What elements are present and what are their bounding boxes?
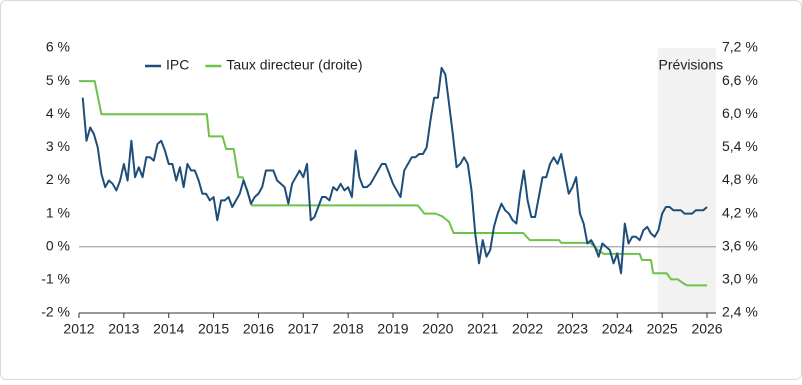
y2-tick-label: 7,2 % [722,39,758,55]
x-tick-label: 2023 [557,321,588,337]
x-tick-label: 2018 [333,321,364,337]
x-tick-label: 2022 [512,321,543,337]
x-tick-label: 2021 [467,321,498,337]
y-tick-label: 1 % [46,204,70,220]
y-tick-label: 3 % [46,138,70,154]
legend-label: Taux directeur (droite) [226,57,362,73]
y-tick-label: 4 % [46,105,70,121]
y2-tick-label: 2,4 % [722,304,758,320]
y2-tick-label: 4,2 % [722,204,758,220]
y-tick-label: -1 % [41,271,70,287]
y2-tick-label: 5,4 % [722,138,758,154]
y-tick-label: -2 % [41,304,70,320]
x-tick-label: 2025 [647,321,678,337]
y2-tick-label: 4,8 % [722,171,758,187]
x-tick-label: 2020 [422,321,453,337]
series-line [79,80,708,287]
series-line [81,66,708,275]
legend-label: IPC [166,57,189,73]
y2-tick-label: 3,0 % [722,271,758,287]
forecast-shade [657,48,716,313]
x-tick-label: 2017 [288,321,319,337]
y-tick-label: 5 % [46,72,70,88]
x-tick-label: 2026 [691,321,722,337]
x-tick-label: 2015 [198,321,229,337]
y2-tick-label: 6,0 % [722,105,758,121]
y2-tick-label: 3,6 % [722,237,758,253]
annotation: Prévisions [659,57,724,73]
y-tick-label: 0 % [46,237,70,253]
y-tick-label: 6 % [46,39,70,55]
y-tick-label: 2 % [46,171,70,187]
x-tick-label: 2014 [153,321,184,337]
x-tick-label: 2016 [243,321,274,337]
x-tick-label: 2013 [108,321,139,337]
y2-tick-label: 6,6 % [722,72,758,88]
x-tick-label: 2019 [377,321,408,337]
x-tick-label: 2024 [602,321,633,337]
x-tick-label: 2012 [63,321,94,337]
